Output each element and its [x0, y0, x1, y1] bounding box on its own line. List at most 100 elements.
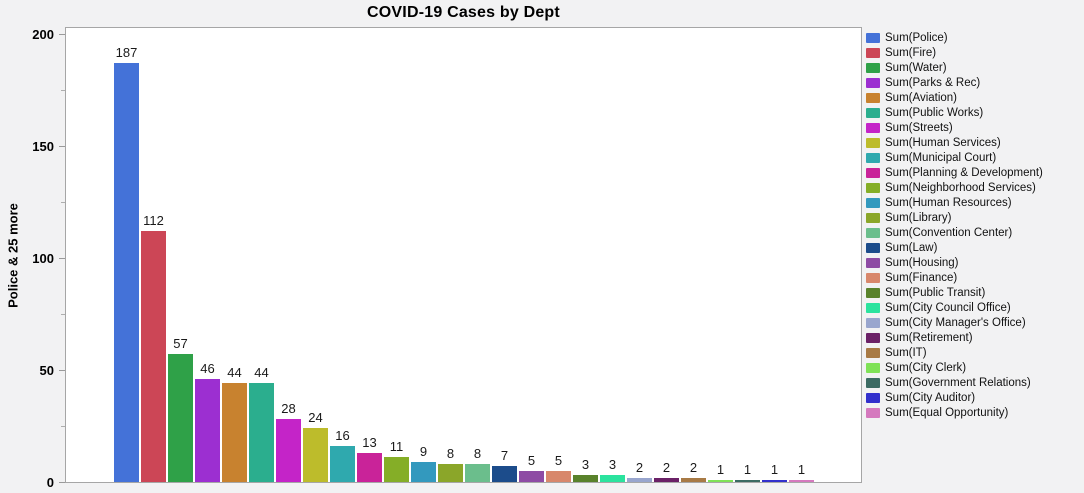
- bar-slot: 2: [627, 460, 652, 482]
- bar-value-label: 1: [743, 462, 752, 477]
- bar-slot: 1: [735, 462, 760, 482]
- legend-item-city-clerk[interactable]: Sum(City Clerk): [866, 360, 1043, 375]
- bar-housing[interactable]: [519, 471, 544, 482]
- legend-item-streets[interactable]: Sum(Streets): [866, 120, 1043, 135]
- legend-label: Sum(IT): [885, 346, 927, 359]
- legend-item-water[interactable]: Sum(Water): [866, 60, 1043, 75]
- bar-aviation[interactable]: [222, 383, 247, 482]
- legend-label: Sum(Equal Opportunity): [885, 406, 1009, 419]
- legend-swatch-icon: [866, 242, 880, 253]
- bar-public-works[interactable]: [249, 383, 274, 482]
- legend-label: Sum(Fire): [885, 46, 937, 59]
- legend-item-human-resources[interactable]: Sum(Human Resources): [866, 195, 1043, 210]
- bar-city-council-office[interactable]: [600, 475, 625, 482]
- legend-label: Sum(Housing): [885, 256, 959, 269]
- legend-item-public-works[interactable]: Sum(Public Works): [866, 105, 1043, 120]
- bar-value-label: 7: [500, 448, 509, 463]
- legend-label: Sum(Library): [885, 211, 952, 224]
- y-minor-tick: [61, 426, 65, 427]
- bar-value-label: 5: [527, 453, 536, 468]
- bar-value-label: 44: [254, 365, 269, 380]
- bar-neighborhood-services[interactable]: [384, 457, 409, 482]
- plot-area[interactable]: 187 112 57 46 44 44 28 24 16 13 11 9 8 8 7 5 5 3 3 2 2 2 1 1 1 1: [65, 27, 862, 483]
- legend-item-it[interactable]: Sum(IT): [866, 345, 1043, 360]
- legend-item-city-auditor[interactable]: Sum(City Auditor): [866, 390, 1043, 405]
- legend-item-city-council-office[interactable]: Sum(City Council Office): [866, 300, 1043, 315]
- bar-value-label: 9: [419, 444, 428, 459]
- legend-swatch-icon: [866, 107, 880, 118]
- bar-value-label: 11: [389, 439, 404, 454]
- legend-swatch-icon: [866, 332, 880, 343]
- bar-slot: 1: [708, 462, 733, 482]
- legend-swatch-icon: [866, 77, 880, 88]
- y-major-tick: [59, 370, 65, 371]
- legend-swatch-icon: [866, 362, 880, 373]
- legend-item-parks-rec[interactable]: Sum(Parks & Rec): [866, 75, 1043, 90]
- bar-library[interactable]: [438, 464, 463, 482]
- bar-parks-rec[interactable]: [195, 379, 220, 482]
- legend-item-human-services[interactable]: Sum(Human Services): [866, 135, 1043, 150]
- legend-swatch-icon: [866, 227, 880, 238]
- bar-human-services[interactable]: [303, 428, 328, 482]
- bar-human-resources[interactable]: [411, 462, 436, 482]
- legend-label: Sum(Convention Center): [885, 226, 1013, 239]
- legend-label: Sum(Parks & Rec): [885, 76, 981, 89]
- bar-slot: 3: [600, 457, 625, 482]
- bar-slot: 57: [168, 336, 193, 482]
- bar-city-auditor[interactable]: [762, 480, 787, 482]
- bar-value-label: 3: [608, 457, 617, 472]
- legend-item-aviation[interactable]: Sum(Aviation): [866, 90, 1043, 105]
- bar-value-label: 1: [770, 462, 779, 477]
- legend-item-neighborhood-services[interactable]: Sum(Neighborhood Services): [866, 180, 1043, 195]
- bar-water[interactable]: [168, 354, 193, 482]
- y-axis[interactable]: 0 50 100 150 200: [0, 27, 65, 490]
- legend-item-law[interactable]: Sum(Law): [866, 240, 1043, 255]
- bar-municipal-court[interactable]: [330, 446, 355, 482]
- legend-item-housing[interactable]: Sum(Housing): [866, 255, 1043, 270]
- legend-item-library[interactable]: Sum(Library): [866, 210, 1043, 225]
- y-minor-tick: [61, 202, 65, 203]
- bar-value-label: 44: [227, 365, 242, 380]
- legend-label: Sum(City Manager's Office): [885, 316, 1026, 329]
- legend-swatch-icon: [866, 317, 880, 328]
- legend-item-fire[interactable]: Sum(Fire): [866, 45, 1043, 60]
- bars-container: 187 112 57 46 44 44 28 24 16 13 11 9 8 8 7 5 5 3 3 2 2 2 1 1 1 1: [114, 28, 816, 482]
- bar-streets[interactable]: [276, 419, 301, 482]
- legend-label: Sum(Planning & Development): [885, 166, 1043, 179]
- bar-value-label: 2: [689, 460, 698, 475]
- y-major-tick: [59, 482, 65, 483]
- bar-slot: 11: [384, 439, 409, 482]
- bar-planning-development[interactable]: [357, 453, 382, 482]
- legend-item-convention-center[interactable]: Sum(Convention Center): [866, 225, 1043, 240]
- legend-item-city-manager-s-office[interactable]: Sum(City Manager's Office): [866, 315, 1043, 330]
- bar-finance[interactable]: [546, 471, 571, 482]
- y-major-tick: [59, 146, 65, 147]
- legend-item-public-transit[interactable]: Sum(Public Transit): [866, 285, 1043, 300]
- bar-law[interactable]: [492, 466, 517, 482]
- legend-item-planning-development[interactable]: Sum(Planning & Development): [866, 165, 1043, 180]
- bar-convention-center[interactable]: [465, 464, 490, 482]
- bar-city-manager-s-office[interactable]: [627, 478, 652, 482]
- legend-item-equal-opportunity[interactable]: Sum(Equal Opportunity): [866, 405, 1043, 420]
- legend-swatch-icon: [866, 302, 880, 313]
- bar-city-clerk[interactable]: [708, 480, 733, 482]
- legend-item-police[interactable]: Sum(Police): [866, 30, 1043, 45]
- bar-fire[interactable]: [141, 231, 166, 482]
- bar-retirement[interactable]: [654, 478, 679, 482]
- legend-swatch-icon: [866, 152, 880, 163]
- legend-item-retirement[interactable]: Sum(Retirement): [866, 330, 1043, 345]
- bar-public-transit[interactable]: [573, 475, 598, 482]
- legend-item-government-relations[interactable]: Sum(Government Relations): [866, 375, 1043, 390]
- bar-it[interactable]: [681, 478, 706, 482]
- legend-item-municipal-court[interactable]: Sum(Municipal Court): [866, 150, 1043, 165]
- bar-government-relations[interactable]: [735, 480, 760, 482]
- bar-value-label: 16: [335, 428, 350, 443]
- bar-equal-opportunity[interactable]: [789, 480, 814, 482]
- y-tick-label: 0: [46, 475, 54, 490]
- legend-label: Sum(City Auditor): [885, 391, 976, 404]
- legend-label: Sum(Public Works): [885, 106, 984, 119]
- legend-item-finance[interactable]: Sum(Finance): [866, 270, 1043, 285]
- legend-label: Sum(Aviation): [885, 91, 958, 104]
- bar-slot: 44: [222, 365, 247, 482]
- bar-police[interactable]: [114, 63, 139, 482]
